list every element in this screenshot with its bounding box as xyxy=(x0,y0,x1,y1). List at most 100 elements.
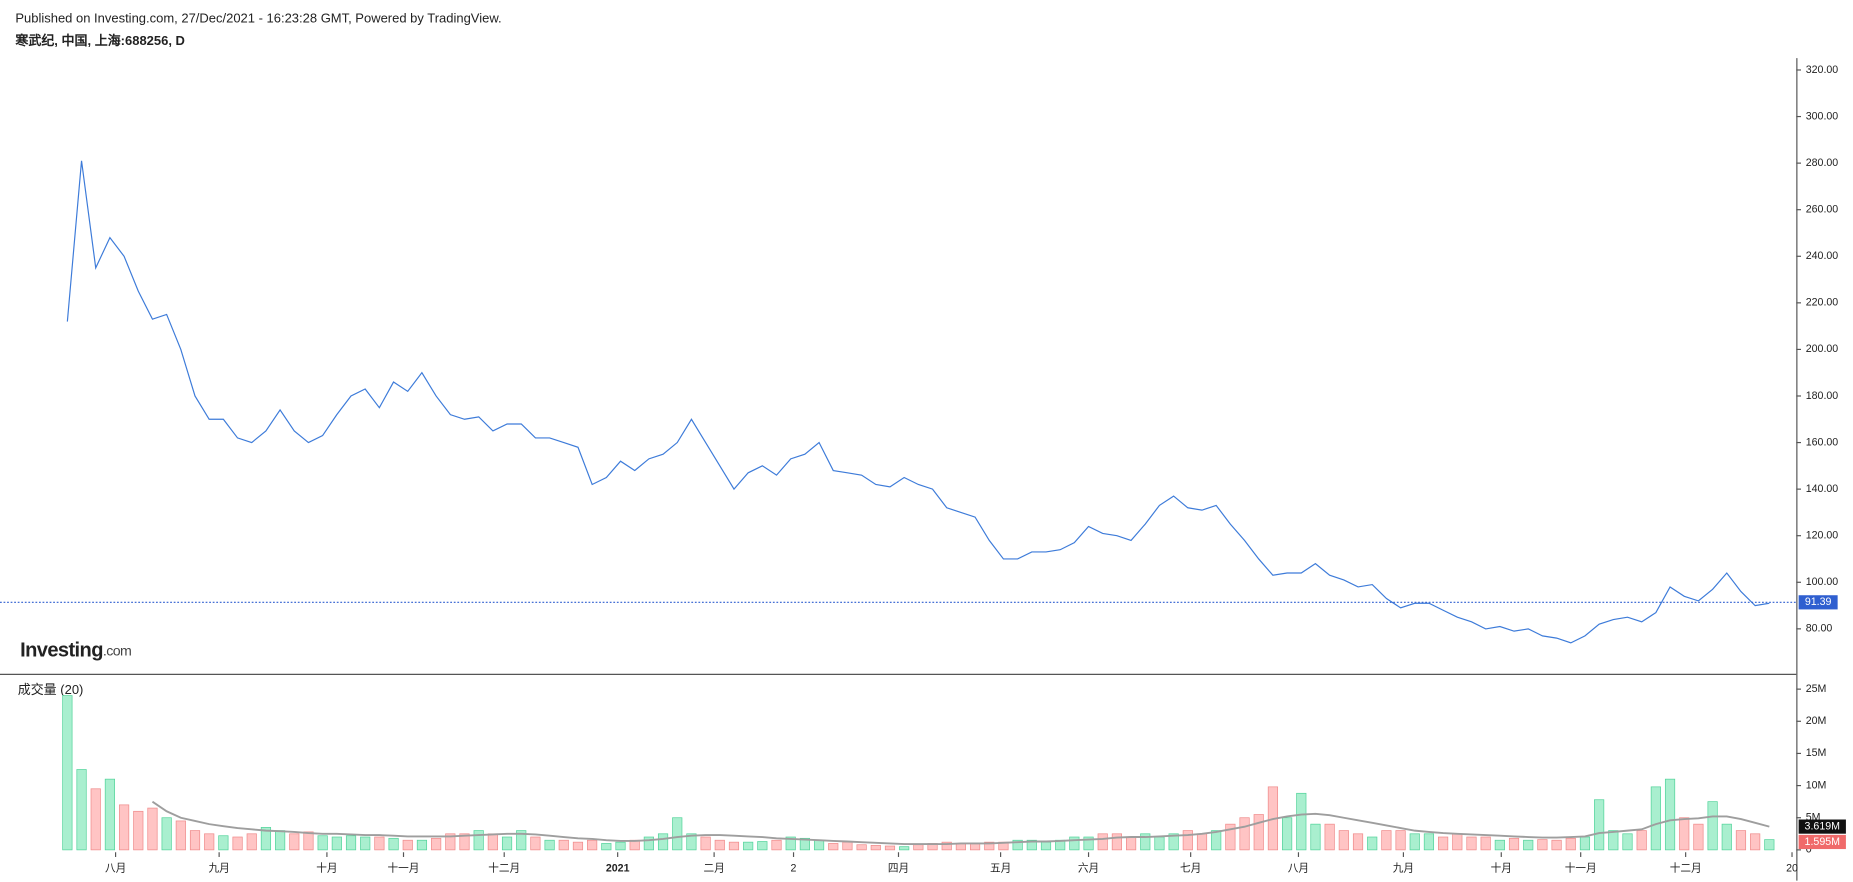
volume-bar xyxy=(246,833,257,851)
volume-bar xyxy=(1154,836,1165,851)
y-tick-label: 120.00 xyxy=(1806,530,1839,542)
volume-bar xyxy=(1636,830,1647,851)
volume-bar xyxy=(1537,839,1548,851)
volume-bar xyxy=(771,839,782,851)
volume-bar xyxy=(161,817,172,851)
volume-bar xyxy=(842,841,853,851)
volume-bar xyxy=(1707,801,1718,851)
x-tick-label: 十一月 xyxy=(1565,862,1597,875)
volume-bar xyxy=(700,836,711,851)
volume-bar xyxy=(1764,839,1775,851)
volume-bar xyxy=(743,841,754,851)
volume-bar xyxy=(104,778,115,851)
volume-bar xyxy=(1579,836,1591,851)
volume-bar xyxy=(1069,836,1080,851)
logo: Investing.com xyxy=(20,640,131,662)
volume-bar xyxy=(1438,836,1449,851)
y-tick-label: 260.00 xyxy=(1806,204,1839,216)
x-tick-label: 2 xyxy=(791,863,797,875)
volume-bar xyxy=(62,695,73,851)
x-tick-label: 十二月 xyxy=(488,862,520,875)
ma-badge-label: 3.619M xyxy=(1805,820,1840,832)
x-tick-label: 十二月 xyxy=(1670,862,1702,875)
y-tick-label: 200.00 xyxy=(1806,343,1839,355)
volume-bar xyxy=(388,837,399,851)
volume-bar xyxy=(1253,814,1264,851)
volume-bar xyxy=(1523,839,1534,851)
x-tick-label: 四月 xyxy=(888,863,909,875)
volume-bar xyxy=(90,788,101,851)
y-tick-label: 280.00 xyxy=(1806,157,1839,169)
volume-bar xyxy=(1182,830,1193,851)
volume-bar xyxy=(218,835,229,851)
volume-bar xyxy=(1594,799,1605,851)
price-badge-label: 91.39 xyxy=(1805,596,1832,608)
volume-bar xyxy=(1211,830,1222,851)
volume-bar xyxy=(1452,833,1463,851)
volume-bar xyxy=(615,841,626,851)
volume-bar xyxy=(941,841,952,851)
x-tick-label: 八月 xyxy=(1288,863,1309,875)
volume-bar xyxy=(785,836,796,851)
volume-bar xyxy=(1508,837,1520,851)
volume-bar xyxy=(1679,817,1690,851)
volume-bar xyxy=(402,839,413,851)
volume-bar xyxy=(1693,823,1704,851)
volume-bar xyxy=(516,830,527,851)
volume-bar xyxy=(345,835,357,851)
volume-bar xyxy=(1352,833,1364,851)
logo-suffix: .com xyxy=(103,643,131,659)
volume-bar xyxy=(757,841,768,851)
volume-bar xyxy=(374,836,385,851)
ma-badge xyxy=(1798,819,1846,834)
volume-bar xyxy=(714,839,725,851)
logo-main: Investing xyxy=(20,640,103,662)
y-tick-label: 180.00 xyxy=(1806,390,1839,402)
volume-bar xyxy=(1494,839,1505,851)
volume-bar xyxy=(1239,817,1250,851)
volume-bar xyxy=(303,831,314,851)
volume-title: 成交量 (20) xyxy=(18,682,84,697)
volume-bar xyxy=(175,820,186,851)
volume-bar xyxy=(884,845,896,851)
x-tick-label: 20 xyxy=(1786,863,1798,875)
volume-bar xyxy=(1012,839,1023,851)
volume-bar xyxy=(828,843,839,851)
volume-badge-label: 1.595M xyxy=(1805,836,1840,848)
symbol-title: 寒武纪, 中国, 上海:688256, D xyxy=(14,33,185,48)
volume-bar xyxy=(275,830,286,851)
volume-bar xyxy=(1126,836,1137,851)
y-tick-label: 300.00 xyxy=(1806,110,1839,122)
volume-bar xyxy=(473,830,484,851)
volume-bar xyxy=(913,844,924,851)
volume-bar xyxy=(984,841,995,851)
y-tick-label: 15M xyxy=(1806,747,1827,759)
volume-bar xyxy=(204,833,215,851)
volume-bar xyxy=(1282,817,1293,851)
volume-bar xyxy=(643,836,654,851)
volume-ma-line xyxy=(151,800,1770,846)
volume-bar xyxy=(1565,837,1576,851)
volume-bar xyxy=(445,833,456,851)
volume-bar xyxy=(572,841,584,851)
volume-bar xyxy=(119,804,130,851)
x-tick-label: 九月 xyxy=(209,863,230,875)
x-tick-label: 十一月 xyxy=(388,862,420,875)
volume-bar xyxy=(601,843,612,851)
x-tick-label: 八月 xyxy=(105,863,126,875)
volume-bar xyxy=(1338,830,1349,851)
volume-bar xyxy=(1225,823,1236,851)
volume-bar xyxy=(899,846,910,851)
y-tick-label: 160.00 xyxy=(1806,436,1839,448)
x-tick-label: 七月 xyxy=(1180,863,1201,875)
volume-bar xyxy=(260,827,272,851)
x-tick-label: 五月 xyxy=(990,863,1011,875)
volume-bar xyxy=(232,836,243,851)
volume-bar xyxy=(317,835,328,851)
y-tick-label: 320.00 xyxy=(1806,64,1839,76)
x-tick-label: 六月 xyxy=(1078,863,1099,875)
volume-bar xyxy=(133,810,144,851)
volume-bar xyxy=(1480,836,1491,851)
volume-bar xyxy=(189,830,201,851)
volume-bar xyxy=(147,807,158,851)
